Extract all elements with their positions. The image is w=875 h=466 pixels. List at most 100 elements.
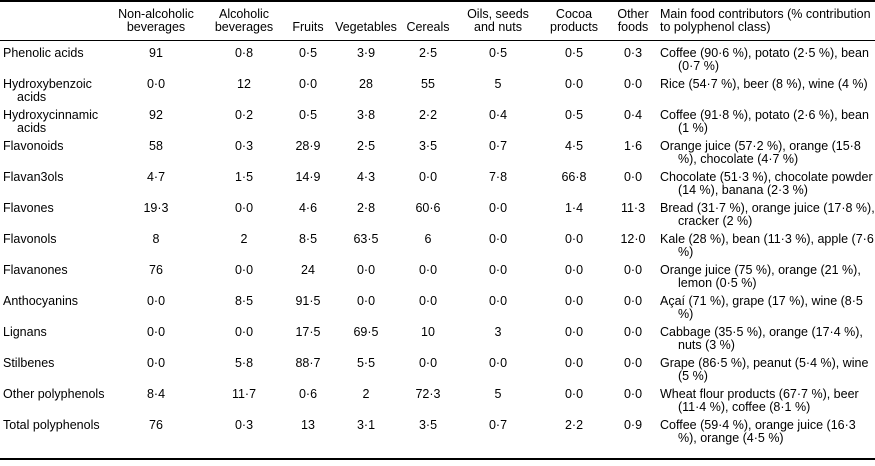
value-cell: 6 <box>424 232 432 246</box>
value-cell: 58 <box>149 139 163 153</box>
col-header-oils-seeds-and-nuts: Oils, seeds and nuts <box>467 7 529 34</box>
table-header: Non-alcoholic beverages Alcoholic bevera… <box>0 1 875 41</box>
value-cell: 5·8 <box>234 356 254 370</box>
value-cell: 4·6 <box>298 201 318 215</box>
header-row: Non-alcoholic beverages Alcoholic bevera… <box>0 1 875 41</box>
col-header-vegetables: Vegetables <box>335 20 397 34</box>
value-cell: 0·0 <box>623 325 643 339</box>
value-cell: 76 <box>149 418 163 432</box>
value-cell: 0·3 <box>234 139 254 153</box>
contributors-cell: Bread (31·7 %), orange juice (17·8 %), c… <box>660 201 875 228</box>
value-cell: 1·6 <box>623 139 643 153</box>
value-cell: 0·0 <box>623 294 643 308</box>
value-cell: 0·0 <box>418 263 438 277</box>
contributors-cell: Coffee (59·4 %), orange juice (16·3 %), … <box>660 418 856 445</box>
table-row: Lignans 0·0 0·0 17·5 69·5 10 3 0·0 0·0 Cabbage (3… <box>0 324 875 355</box>
value-cell: 0·4 <box>488 108 508 122</box>
row-label: Phenolic acids <box>3 46 84 60</box>
contributors-cell: Cabbage (35·5 %), orange (17·4 %), nuts … <box>660 325 863 352</box>
contributors-cell: Chocolate (51·3 %), chocolate powder (14… <box>660 170 873 197</box>
row-label: Flavones <box>3 201 54 215</box>
table-row: Flavan3ols 4·7 1·5 14·9 4·3 0·0 7·8 66·8 0·0 Choc… <box>0 169 875 200</box>
value-cell: 0·0 <box>488 263 508 277</box>
table-row: Flavonols 8 2 8·5 63·5 6 0·0 0·0 12·0 Kale (28 %)… <box>0 231 875 262</box>
table-row: Other polyphenols 8·4 11·7 0·6 2 72·3 5 0·0 0·0 W… <box>0 386 875 417</box>
value-cell: 0·0 <box>564 387 584 401</box>
value-cell: 13 <box>301 418 315 432</box>
value-cell: 3·8 <box>356 108 376 122</box>
value-cell: 8·5 <box>234 294 254 308</box>
value-cell: 0·5 <box>488 46 508 60</box>
value-cell: 8·4 <box>146 387 166 401</box>
row-label: Lignans <box>3 325 47 339</box>
value-cell: 92 <box>149 108 163 122</box>
value-cell: 5 <box>494 77 502 91</box>
value-cell: 0·0 <box>146 356 166 370</box>
value-cell: 0·0 <box>418 356 438 370</box>
value-cell: 0·7 <box>488 418 508 432</box>
value-cell: 0·0 <box>418 294 438 308</box>
value-cell: 91·5 <box>295 294 321 308</box>
value-cell: 0·5 <box>564 108 584 122</box>
value-cell: 0·3 <box>234 418 254 432</box>
value-cell: 0·0 <box>623 77 643 91</box>
value-cell: 2·8 <box>356 201 376 215</box>
value-cell: 0·0 <box>146 294 166 308</box>
value-cell: 5 <box>494 387 502 401</box>
value-cell: 88·7 <box>295 356 321 370</box>
col-header-fruits: Fruits <box>292 20 324 34</box>
value-cell: 69·5 <box>353 325 379 339</box>
value-cell: 3·9 <box>356 46 376 60</box>
row-label: Anthocyanins <box>3 294 79 308</box>
row-label: Flavonols <box>3 232 57 246</box>
value-cell: 0·0 <box>564 263 584 277</box>
table-row: Stilbenes 0·0 5·8 88·7 5·5 0·0 0·0 0·0 0·0 Grape … <box>0 355 875 386</box>
row-label: Flavonoids <box>3 139 64 153</box>
value-cell: 76 <box>149 263 163 277</box>
value-cell: 8 <box>152 232 160 246</box>
col-header-alcoholic-beverages: Alcoholic beverages <box>214 7 274 34</box>
value-cell: 0·0 <box>623 170 643 184</box>
table-body: Phenolic acids 91 0·8 0·5 3·9 2·5 0·5 0·5 0·3 Cof… <box>0 41 875 460</box>
contributors-cell: Orange juice (75 %), orange (21 %), lemo… <box>660 263 861 290</box>
value-cell: 2·2 <box>418 108 438 122</box>
row-label: Flavanones <box>3 263 68 277</box>
table-row: Total polyphenols 76 0·3 13 3·1 3·5 0·7 2·2 0·9 C… <box>0 417 875 459</box>
value-cell: 0·0 <box>564 232 584 246</box>
value-cell: 1·4 <box>564 201 584 215</box>
table-row: Flavones 19·3 0·0 4·6 2·8 60·6 0·0 1·4 11·3 Bread… <box>0 200 875 231</box>
value-cell: 12·0 <box>620 232 646 246</box>
value-cell: 0·0 <box>564 325 584 339</box>
value-cell: 0·0 <box>623 387 643 401</box>
value-cell: 0·0 <box>488 232 508 246</box>
value-cell: 24 <box>301 263 315 277</box>
header-empty-cell <box>0 1 108 41</box>
value-cell: 4·3 <box>356 170 376 184</box>
value-cell: 0·0 <box>623 356 643 370</box>
table-row: Hydroxycinnamic acids 92 0·2 0·5 3·8 2·2 0·4 0·… <box>0 107 875 138</box>
value-cell: 3·5 <box>418 139 438 153</box>
value-cell: 0·0 <box>234 325 254 339</box>
value-cell: 0·0 <box>234 263 254 277</box>
value-cell: 3·5 <box>418 418 438 432</box>
value-cell: 0·0 <box>146 325 166 339</box>
value-cell: 0·0 <box>234 201 254 215</box>
value-cell: 8·5 <box>298 232 318 246</box>
value-cell: 0·0 <box>488 201 508 215</box>
contributors-cell: Coffee (91·8 %), potato (2·6 %), bean (1… <box>660 108 869 135</box>
value-cell: 0·4 <box>623 108 643 122</box>
value-cell: 60·6 <box>415 201 441 215</box>
value-cell: 4·7 <box>146 170 166 184</box>
value-cell: 91 <box>149 46 163 60</box>
value-cell: 10 <box>421 325 435 339</box>
row-label: Stilbenes <box>3 356 55 370</box>
value-cell: 1·5 <box>234 170 254 184</box>
table-row: Anthocyanins 0·0 8·5 91·5 0·0 0·0 0·0 0·0 0·0 Aça… <box>0 293 875 324</box>
contributors-cell: Kale (28 %), bean (11·3 %), apple (7·6 %… <box>660 232 874 259</box>
value-cell: 17·5 <box>295 325 321 339</box>
value-cell: 0·7 <box>488 139 508 153</box>
row-label: Hydroxybenzoic acids <box>3 77 92 104</box>
col-header-non-alcoholic-beverages: Non-alcoholic beverages <box>118 7 194 34</box>
value-cell: 2 <box>362 387 370 401</box>
